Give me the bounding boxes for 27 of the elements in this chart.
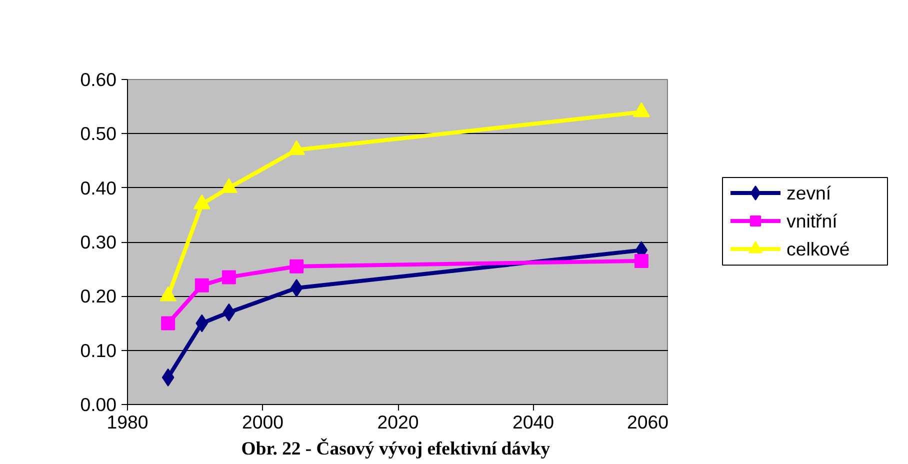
legend-label: zevní bbox=[786, 182, 832, 204]
text: Obr. 22 - Časový vývoj efektivní dávky bbox=[241, 438, 551, 460]
point bbox=[632, 102, 650, 118]
x-tick-label: 2020 bbox=[377, 412, 419, 432]
point bbox=[288, 140, 306, 156]
point bbox=[634, 254, 648, 268]
point bbox=[290, 259, 304, 274]
legend-label: vnitřní bbox=[786, 210, 838, 232]
point bbox=[222, 270, 236, 284]
point bbox=[194, 278, 209, 292]
y-tick-label: 0.30 bbox=[80, 232, 116, 252]
x-tick-label: 2040 bbox=[512, 412, 554, 432]
point bbox=[290, 279, 303, 298]
point bbox=[222, 303, 236, 322]
x-tick-label: 2000 bbox=[242, 412, 284, 432]
y-tick-label: 0.60 bbox=[80, 69, 116, 90]
point bbox=[162, 368, 174, 386]
point bbox=[220, 178, 238, 193]
y-tick-label: 0.10 bbox=[80, 340, 116, 361]
x-tick-label: 2060 bbox=[626, 412, 669, 432]
legend-label: celkové bbox=[786, 238, 850, 260]
y-tick-label: 0.20 bbox=[80, 286, 116, 307]
point bbox=[196, 314, 208, 332]
y-tick-label: 0.40 bbox=[80, 177, 116, 198]
point bbox=[161, 316, 176, 330]
y-tick-label: 0.50 bbox=[80, 123, 116, 144]
point bbox=[193, 194, 210, 210]
